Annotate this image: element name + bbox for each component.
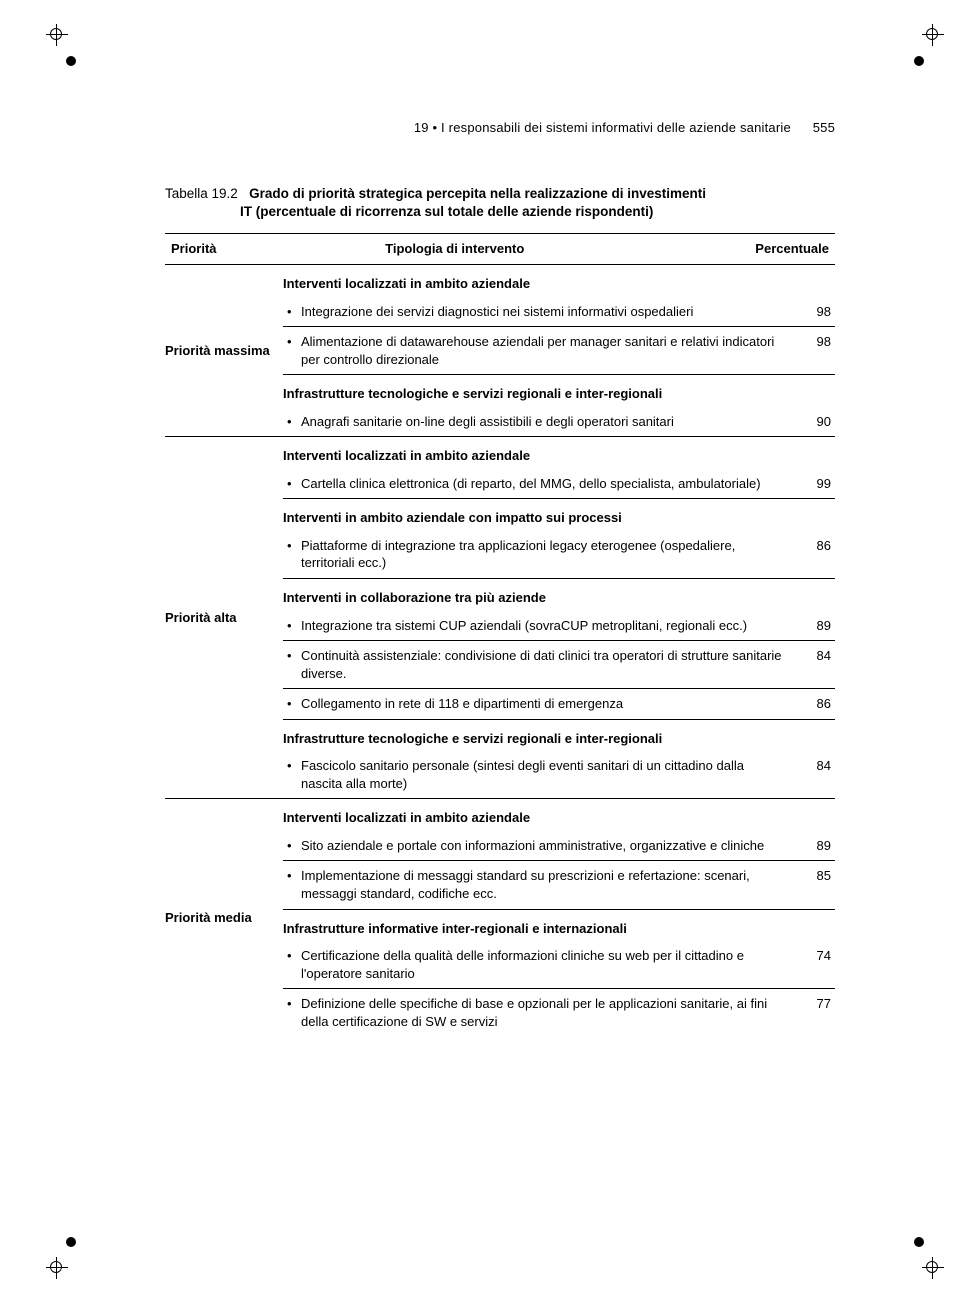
table-item: •Piattaforme di integrazione tra applica… <box>283 531 835 579</box>
item-value: 98 <box>795 333 835 351</box>
bullet-icon: • <box>283 837 301 855</box>
item-value: 84 <box>795 647 835 665</box>
table-caption: Tabella 19.2 Grado di priorità strategic… <box>165 185 835 221</box>
section-title: Interventi in ambito aziendale con impat… <box>283 499 835 531</box>
bleed-dot-icon <box>64 1235 78 1249</box>
col-percent: Percentuale <box>626 234 835 265</box>
item-value: 77 <box>795 995 835 1013</box>
item-value: 85 <box>795 867 835 885</box>
section-title: Interventi localizzati in ambito azienda… <box>283 799 835 831</box>
item-text: Anagrafi sanitarie on-line degli assisti… <box>301 413 795 431</box>
table-item: •Integrazione tra sistemi CUP aziendali … <box>283 611 835 642</box>
col-type: Tipologia di intervento <box>283 234 626 265</box>
table-item: •Fascicolo sanitario personale (sintesi … <box>283 751 835 798</box>
item-text: Certificazione della qualità delle infor… <box>301 947 795 982</box>
item-text: Cartella clinica elettronica (di reparto… <box>301 475 795 493</box>
item-text: Integrazione tra sistemi CUP aziendali (… <box>301 617 795 635</box>
table-title-line2: IT (percentuale di ricorrenza sul totale… <box>165 203 835 221</box>
item-text: Piattaforme di integrazione tra applicaz… <box>301 537 795 572</box>
item-text: Fascicolo sanitario personale (sintesi d… <box>301 757 795 792</box>
item-value: 84 <box>795 757 835 775</box>
table-item: •Cartella clinica elettronica (di repart… <box>283 469 835 500</box>
item-value: 86 <box>795 537 835 555</box>
table-item: •Definizione delle specifiche di base e … <box>283 989 835 1036</box>
bullet-icon: • <box>283 617 301 635</box>
table-header-row: Priorità Tipologia di intervento Percent… <box>165 234 835 265</box>
section-title: Infrastrutture tecnologiche e servizi re… <box>283 375 835 407</box>
section-title: Infrastrutture informative inter-regiona… <box>283 910 835 942</box>
table-item: •Alimentazione di datawarehouse aziendal… <box>283 327 835 375</box>
table-item: •Sito aziendale e portale con informazio… <box>283 831 835 862</box>
bullet-icon: • <box>283 413 301 431</box>
bullet-icon: • <box>283 995 301 1013</box>
page-number: 555 <box>813 120 835 135</box>
bullet-icon: • <box>283 475 301 493</box>
item-value: 86 <box>795 695 835 713</box>
item-value: 90 <box>795 413 835 431</box>
table-item: •Continuità assistenziale: condivisione … <box>283 641 835 689</box>
item-value: 99 <box>795 475 835 493</box>
priority-label: Priorità massima <box>165 264 283 436</box>
bullet-icon: • <box>283 647 301 665</box>
priority-content: Interventi localizzati in ambito azienda… <box>283 799 835 1036</box>
bleed-dot-icon <box>912 54 926 68</box>
priority-group-row: Priorità altaInterventi localizzati in a… <box>165 437 835 799</box>
priority-label: Priorità alta <box>165 437 283 799</box>
col-priority: Priorità <box>165 234 283 265</box>
bullet-icon: • <box>283 537 301 555</box>
priority-content: Interventi localizzati in ambito azienda… <box>283 264 835 436</box>
priority-content: Interventi localizzati in ambito azienda… <box>283 437 835 799</box>
section-title: Interventi in collaborazione tra più azi… <box>283 579 835 611</box>
bullet-icon: • <box>283 867 301 885</box>
priority-group-row: Priorità mediaInterventi localizzati in … <box>165 799 835 1036</box>
section-title: Interventi localizzati in ambito azienda… <box>283 437 835 469</box>
item-value: 74 <box>795 947 835 965</box>
running-head: 19 • I responsabili dei sistemi informat… <box>165 120 835 135</box>
priority-group-row: Priorità massimaInterventi localizzati i… <box>165 264 835 436</box>
section-title: Interventi localizzati in ambito azienda… <box>283 265 835 297</box>
table-title-line1: Grado di priorità strategica percepita n… <box>249 186 706 201</box>
table-item: •Collegamento in rete di 118 e dipartime… <box>283 689 835 720</box>
crop-mark-icon <box>40 18 74 52</box>
priority-label: Priorità media <box>165 799 283 1036</box>
item-text: Integrazione dei servizi diagnostici nei… <box>301 303 795 321</box>
table-label: Tabella 19.2 <box>165 186 238 201</box>
bullet-icon: • <box>283 695 301 713</box>
bullet-icon: • <box>283 303 301 321</box>
table-item: •Anagrafi sanitarie on-line degli assist… <box>283 407 835 437</box>
table-item: •Certificazione della qualità delle info… <box>283 941 835 989</box>
item-value: 98 <box>795 303 835 321</box>
bullet-icon: • <box>283 947 301 965</box>
crop-mark-icon <box>40 1251 74 1285</box>
bleed-dot-icon <box>912 1235 926 1249</box>
bleed-dot-icon <box>64 54 78 68</box>
table-item: •Integrazione dei servizi diagnostici ne… <box>283 297 835 328</box>
crop-mark-icon <box>916 1251 950 1285</box>
item-value: 89 <box>795 837 835 855</box>
item-text: Implementazione di messaggi standard su … <box>301 867 795 902</box>
crop-mark-icon <box>916 18 950 52</box>
section-title: Infrastrutture tecnologiche e servizi re… <box>283 720 835 752</box>
item-value: 89 <box>795 617 835 635</box>
item-text: Continuità assistenziale: condivisione d… <box>301 647 795 682</box>
table-item: •Implementazione di messaggi standard su… <box>283 861 835 909</box>
bullet-icon: • <box>283 757 301 775</box>
item-text: Definizione delle specifiche di base e o… <box>301 995 795 1030</box>
priority-table: Priorità Tipologia di intervento Percent… <box>165 233 835 1036</box>
item-text: Alimentazione di datawarehouse aziendali… <box>301 333 795 368</box>
running-head-text: 19 • I responsabili dei sistemi informat… <box>414 120 791 135</box>
bullet-icon: • <box>283 333 301 351</box>
item-text: Sito aziendale e portale con informazion… <box>301 837 795 855</box>
item-text: Collegamento in rete di 118 e dipartimen… <box>301 695 795 713</box>
page: 19 • I responsabili dei sistemi informat… <box>0 0 960 1303</box>
